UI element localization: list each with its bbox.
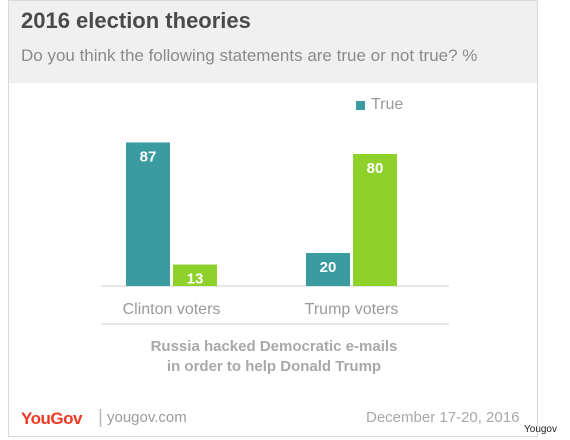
bar-true-0 [126, 142, 170, 286]
footer-separator: | [98, 407, 103, 428]
question-line-2: in order to help Donald Trump [167, 358, 381, 375]
bar-value-label: 87 [140, 148, 157, 165]
bar-other-1 [353, 154, 397, 286]
chart-title: 2016 election theories [21, 8, 251, 33]
category-label: Clinton voters [123, 301, 221, 318]
chart-card: 2016 election theories Do you think the … [8, 0, 538, 437]
bar-true-1 [306, 253, 350, 286]
chart-legend: True [356, 96, 403, 114]
chart-header: 2016 election theories Do you think the … [9, 1, 537, 83]
legend-label-true: True [371, 96, 404, 113]
legend-swatch-true [356, 100, 365, 110]
image-source-caption: Yougov [524, 424, 557, 435]
bar-value-label: 13 [187, 271, 204, 288]
yougov-logo: YouGov [21, 409, 82, 428]
chart-subtitle: Do you think the following statements ar… [21, 46, 478, 65]
bar-value-label: 20 [320, 259, 337, 276]
bar-value-label: 80 [367, 160, 384, 177]
bar-other-0 [173, 264, 217, 286]
category-label: Trump voters [305, 301, 399, 318]
question-line-1: Russia hacked Democratic e-mails [151, 338, 398, 355]
footer-date: December 17-20, 2016 [366, 409, 520, 426]
bar-chart: 87 13 Clinton voters 20 80 Trump voters Russia… [101, 142, 449, 375]
footer-url[interactable]: yougov.com [107, 409, 187, 426]
